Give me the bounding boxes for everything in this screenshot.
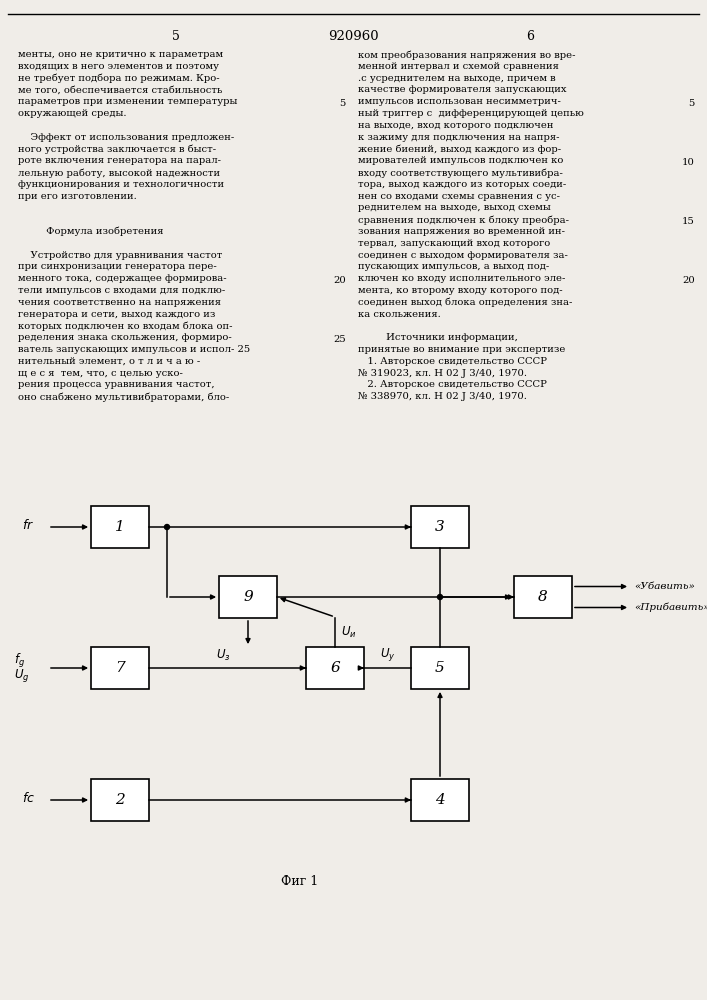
Text: ключен ко входу исполнительного эле-: ключен ко входу исполнительного эле-: [358, 274, 566, 283]
Text: 20: 20: [333, 276, 346, 285]
Text: 25: 25: [333, 335, 346, 344]
Text: «Убавить»: «Убавить»: [634, 582, 695, 591]
Text: лельную работу, высокой надежности: лельную работу, высокой надежности: [18, 168, 220, 178]
Text: принятые во внимание при экспертизе: принятые во внимание при экспертизе: [358, 345, 566, 354]
Text: 920960: 920960: [327, 30, 378, 43]
Text: мирователей импульсов подключен ко: мирователей импульсов подключен ко: [358, 156, 563, 165]
Text: щ е с я  тем, что, с целью уско-: щ е с я тем, что, с целью уско-: [18, 369, 183, 378]
Bar: [306, 647, 364, 689]
Text: $U_з$: $U_з$: [216, 648, 230, 663]
Text: 6: 6: [526, 30, 534, 43]
Text: качестве формирователя запускающих: качестве формирователя запускающих: [358, 85, 566, 94]
Text: тели импульсов с входами для подклю-: тели импульсов с входами для подклю-: [18, 286, 226, 295]
Text: ного устройства заключается в быст-: ного устройства заключается в быст-: [18, 144, 216, 154]
Text: Источники информации,: Источники информации,: [358, 333, 518, 342]
Text: 3: 3: [435, 520, 445, 534]
Text: роте включения генератора на парал-: роте включения генератора на парал-: [18, 156, 221, 165]
Text: ме того, обеспечивается стабильность: ме того, обеспечивается стабильность: [18, 85, 223, 94]
Text: 20: 20: [682, 276, 695, 285]
Text: реднителем на выходе, выход схемы: реднителем на выходе, выход схемы: [358, 203, 551, 212]
Text: $f_g$: $f_g$: [14, 652, 25, 670]
Text: сравнения подключен к блоку преобра-: сравнения подключен к блоку преобра-: [358, 215, 569, 225]
Text: тервал, запускающий вход которого: тервал, запускающий вход которого: [358, 239, 550, 248]
Text: ный триггер с  дифференцирующей цепью: ный триггер с дифференцирующей цепью: [358, 109, 584, 118]
Text: 5: 5: [435, 661, 445, 675]
Text: импульсов использован несимметрич-: импульсов использован несимметрич-: [358, 97, 561, 106]
Text: при синхронизации генератора пере-: при синхронизации генератора пере-: [18, 262, 217, 271]
Bar: [91, 506, 149, 548]
Text: нен со входами схемы сравнения с ус-: нен со входами схемы сравнения с ус-: [358, 192, 560, 201]
Text: $fc$: $fc$: [22, 791, 35, 805]
Text: параметров при изменении температуры: параметров при изменении температуры: [18, 97, 238, 106]
Text: при его изготовлении.: при его изготовлении.: [18, 192, 136, 201]
Text: 6: 6: [330, 661, 340, 675]
Bar: [219, 576, 277, 618]
Text: .с усреднителем на выходе, причем в: .с усреднителем на выходе, причем в: [358, 74, 556, 83]
Text: $fr$: $fr$: [22, 518, 34, 532]
Text: пускающих импульсов, а выход под-: пускающих импульсов, а выход под-: [358, 262, 549, 271]
Text: тора, выход каждого из которых соеди-: тора, выход каждого из которых соеди-: [358, 180, 566, 189]
Text: 1: 1: [115, 520, 125, 534]
Text: жение биений, выход каждого из фор-: жение биений, выход каждого из фор-: [358, 144, 561, 154]
Text: которых подключен ко входам блока оп-: которых подключен ко входам блока оп-: [18, 321, 233, 331]
Text: функционирования и технологичности: функционирования и технологичности: [18, 180, 224, 189]
Text: нительный элемент, о т л и ч а ю -: нительный элемент, о т л и ч а ю -: [18, 357, 200, 366]
Text: менного тока, содержащее формирова-: менного тока, содержащее формирова-: [18, 274, 227, 283]
Text: $U_и$: $U_и$: [341, 625, 356, 640]
Text: «Прибавить»: «Прибавить»: [634, 603, 707, 612]
Text: № 338970, кл. Н 02 J 3/40, 1970.: № 338970, кл. Н 02 J 3/40, 1970.: [358, 392, 527, 401]
Text: входящих в него элементов и поэтому: входящих в него элементов и поэтому: [18, 62, 219, 71]
Text: № 319023, кл. Н 02 J 3/40, 1970.: № 319023, кл. Н 02 J 3/40, 1970.: [358, 369, 527, 378]
Text: не требует подбора по режимам. Кро-: не требует подбора по режимам. Кро-: [18, 74, 220, 83]
Text: окружающей среды.: окружающей среды.: [18, 109, 127, 118]
Text: чения соответственно на напряжения: чения соответственно на напряжения: [18, 298, 221, 307]
Text: 10: 10: [682, 158, 695, 167]
Text: Фиг 1: Фиг 1: [281, 875, 319, 888]
Text: на выходе, вход которого подключен: на выходе, вход которого подключен: [358, 121, 554, 130]
Text: рения процесса уравнивания частот,: рения процесса уравнивания частот,: [18, 380, 215, 389]
Text: 9: 9: [243, 590, 253, 604]
Text: 8: 8: [538, 590, 548, 604]
Text: ределения знака скольжения, формиро-: ределения знака скольжения, формиро-: [18, 333, 232, 342]
Text: 1. Авторское свидетельство СССР: 1. Авторское свидетельство СССР: [358, 357, 547, 366]
Text: Формула изобретения: Формула изобретения: [18, 227, 163, 236]
Text: Эффект от использования предложен-: Эффект от использования предложен-: [18, 133, 234, 142]
Bar: [514, 576, 572, 618]
Text: 4: 4: [435, 793, 445, 807]
Bar: [411, 647, 469, 689]
Text: $U_g$: $U_g$: [14, 668, 30, 684]
Text: 5: 5: [689, 99, 695, 108]
Text: зования напряжения во временной ин-: зования напряжения во временной ин-: [358, 227, 565, 236]
Text: Устройство для уравнивания частот: Устройство для уравнивания частот: [18, 251, 223, 260]
Text: входу соответствующего мультивибра-: входу соответствующего мультивибра-: [358, 168, 563, 178]
Text: 2: 2: [115, 793, 125, 807]
Text: $U_y$: $U_y$: [380, 646, 395, 663]
Text: соединен выход блока определения зна-: соединен выход блока определения зна-: [358, 298, 573, 307]
Circle shape: [438, 594, 443, 599]
Text: 5: 5: [339, 99, 346, 108]
Bar: [91, 779, 149, 821]
Text: 7: 7: [115, 661, 125, 675]
Text: ком преобразования напряжения во вре-: ком преобразования напряжения во вре-: [358, 50, 575, 60]
Text: менты, оно не критично к параметрам: менты, оно не критично к параметрам: [18, 50, 223, 59]
Bar: [411, 506, 469, 548]
Text: менной интервал и схемой сравнения: менной интервал и схемой сравнения: [358, 62, 559, 71]
Text: к зажиму для подключения на напря-: к зажиму для подключения на напря-: [358, 133, 559, 142]
Text: ватель запускающих импульсов и испол- 25: ватель запускающих импульсов и испол- 25: [18, 345, 250, 354]
Text: генератора и сети, выход каждого из: генератора и сети, выход каждого из: [18, 310, 216, 319]
Text: ка скольжения.: ка скольжения.: [358, 310, 440, 319]
Text: 5: 5: [172, 30, 180, 43]
Text: оно снабжено мультивибраторами, бло-: оно снабжено мультивибраторами, бло-: [18, 392, 229, 402]
Text: 2. Авторское свидетельство СССР: 2. Авторское свидетельство СССР: [358, 380, 547, 389]
Text: мента, ко второму входу которого под-: мента, ко второму входу которого под-: [358, 286, 563, 295]
Bar: [91, 647, 149, 689]
Bar: [411, 779, 469, 821]
Text: 15: 15: [682, 217, 695, 226]
Text: соединен с выходом формирователя за-: соединен с выходом формирователя за-: [358, 251, 568, 260]
Circle shape: [165, 524, 170, 530]
